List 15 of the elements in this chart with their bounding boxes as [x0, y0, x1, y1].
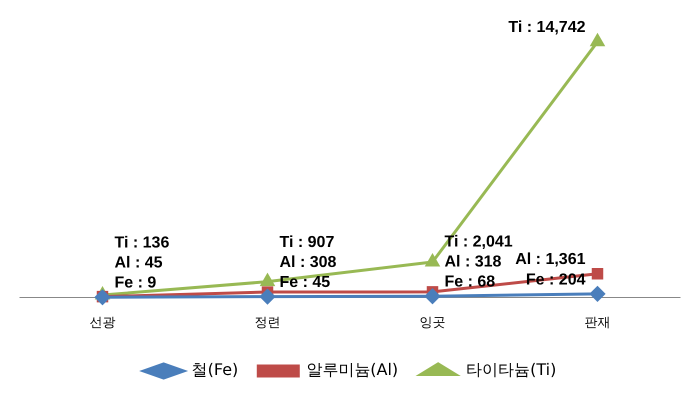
legend-label: 타이타늄(Ti) [466, 360, 556, 380]
legend-label: 철(Fe) [192, 360, 238, 380]
x-tick-label: 잉곳 [420, 316, 446, 331]
data-label: Ti : 136 [114, 234, 170, 252]
data-label: Al : 318 [444, 254, 502, 271]
x-tick-label: 정련 [254, 316, 280, 331]
data-label: Al : 308 [280, 254, 337, 272]
x-tick-label: 선광 [90, 316, 116, 331]
data-label: Ti : 907 [280, 234, 334, 252]
data-label: Ti : 14,742 [508, 19, 586, 36]
legend-label: 알루미늄(Al) [306, 360, 398, 380]
data-label: Al : 1,361 [515, 251, 586, 268]
x-tick-label: 판재 [584, 316, 610, 331]
data-label: Al : 45 [114, 254, 163, 272]
data-label: Fe : 9 [114, 274, 156, 292]
